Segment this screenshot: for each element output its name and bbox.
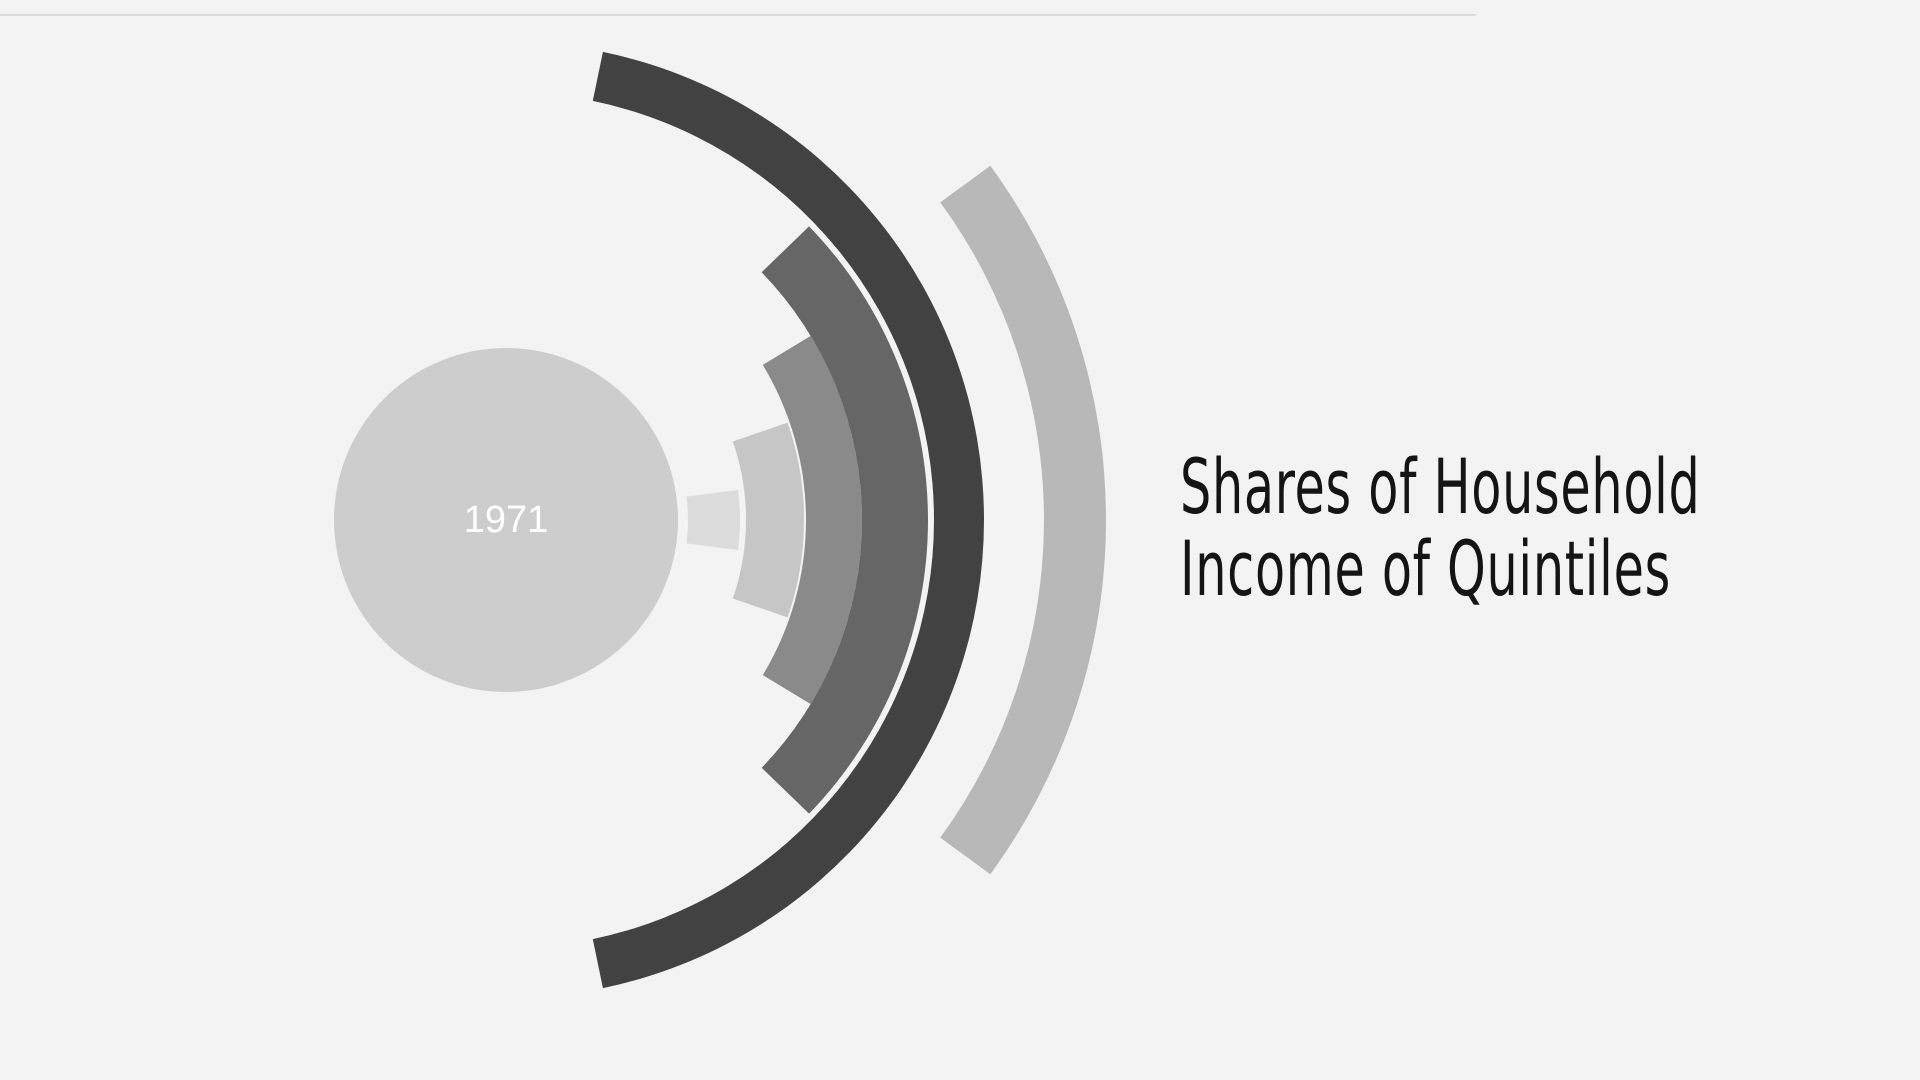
quintile-arc-2 [732,422,804,618]
quintile-arc-6 [940,165,1106,875]
quintile-arc-4 [761,226,928,814]
top-divider [0,14,1476,16]
quintile-arc-3 [762,335,862,705]
chart-title-line-1: Shares of Household [1180,442,1701,531]
chart-title-line-2: Income of Quintiles [1180,524,1671,613]
year-disc [334,348,678,692]
year-label: 1971 [464,499,549,541]
quintile-arcs [592,51,1106,989]
quintile-arc-1 [686,489,740,551]
quintile-arc-5 [592,51,984,989]
chart-title: Shares of Household Income of Quintiles [1180,442,1701,613]
